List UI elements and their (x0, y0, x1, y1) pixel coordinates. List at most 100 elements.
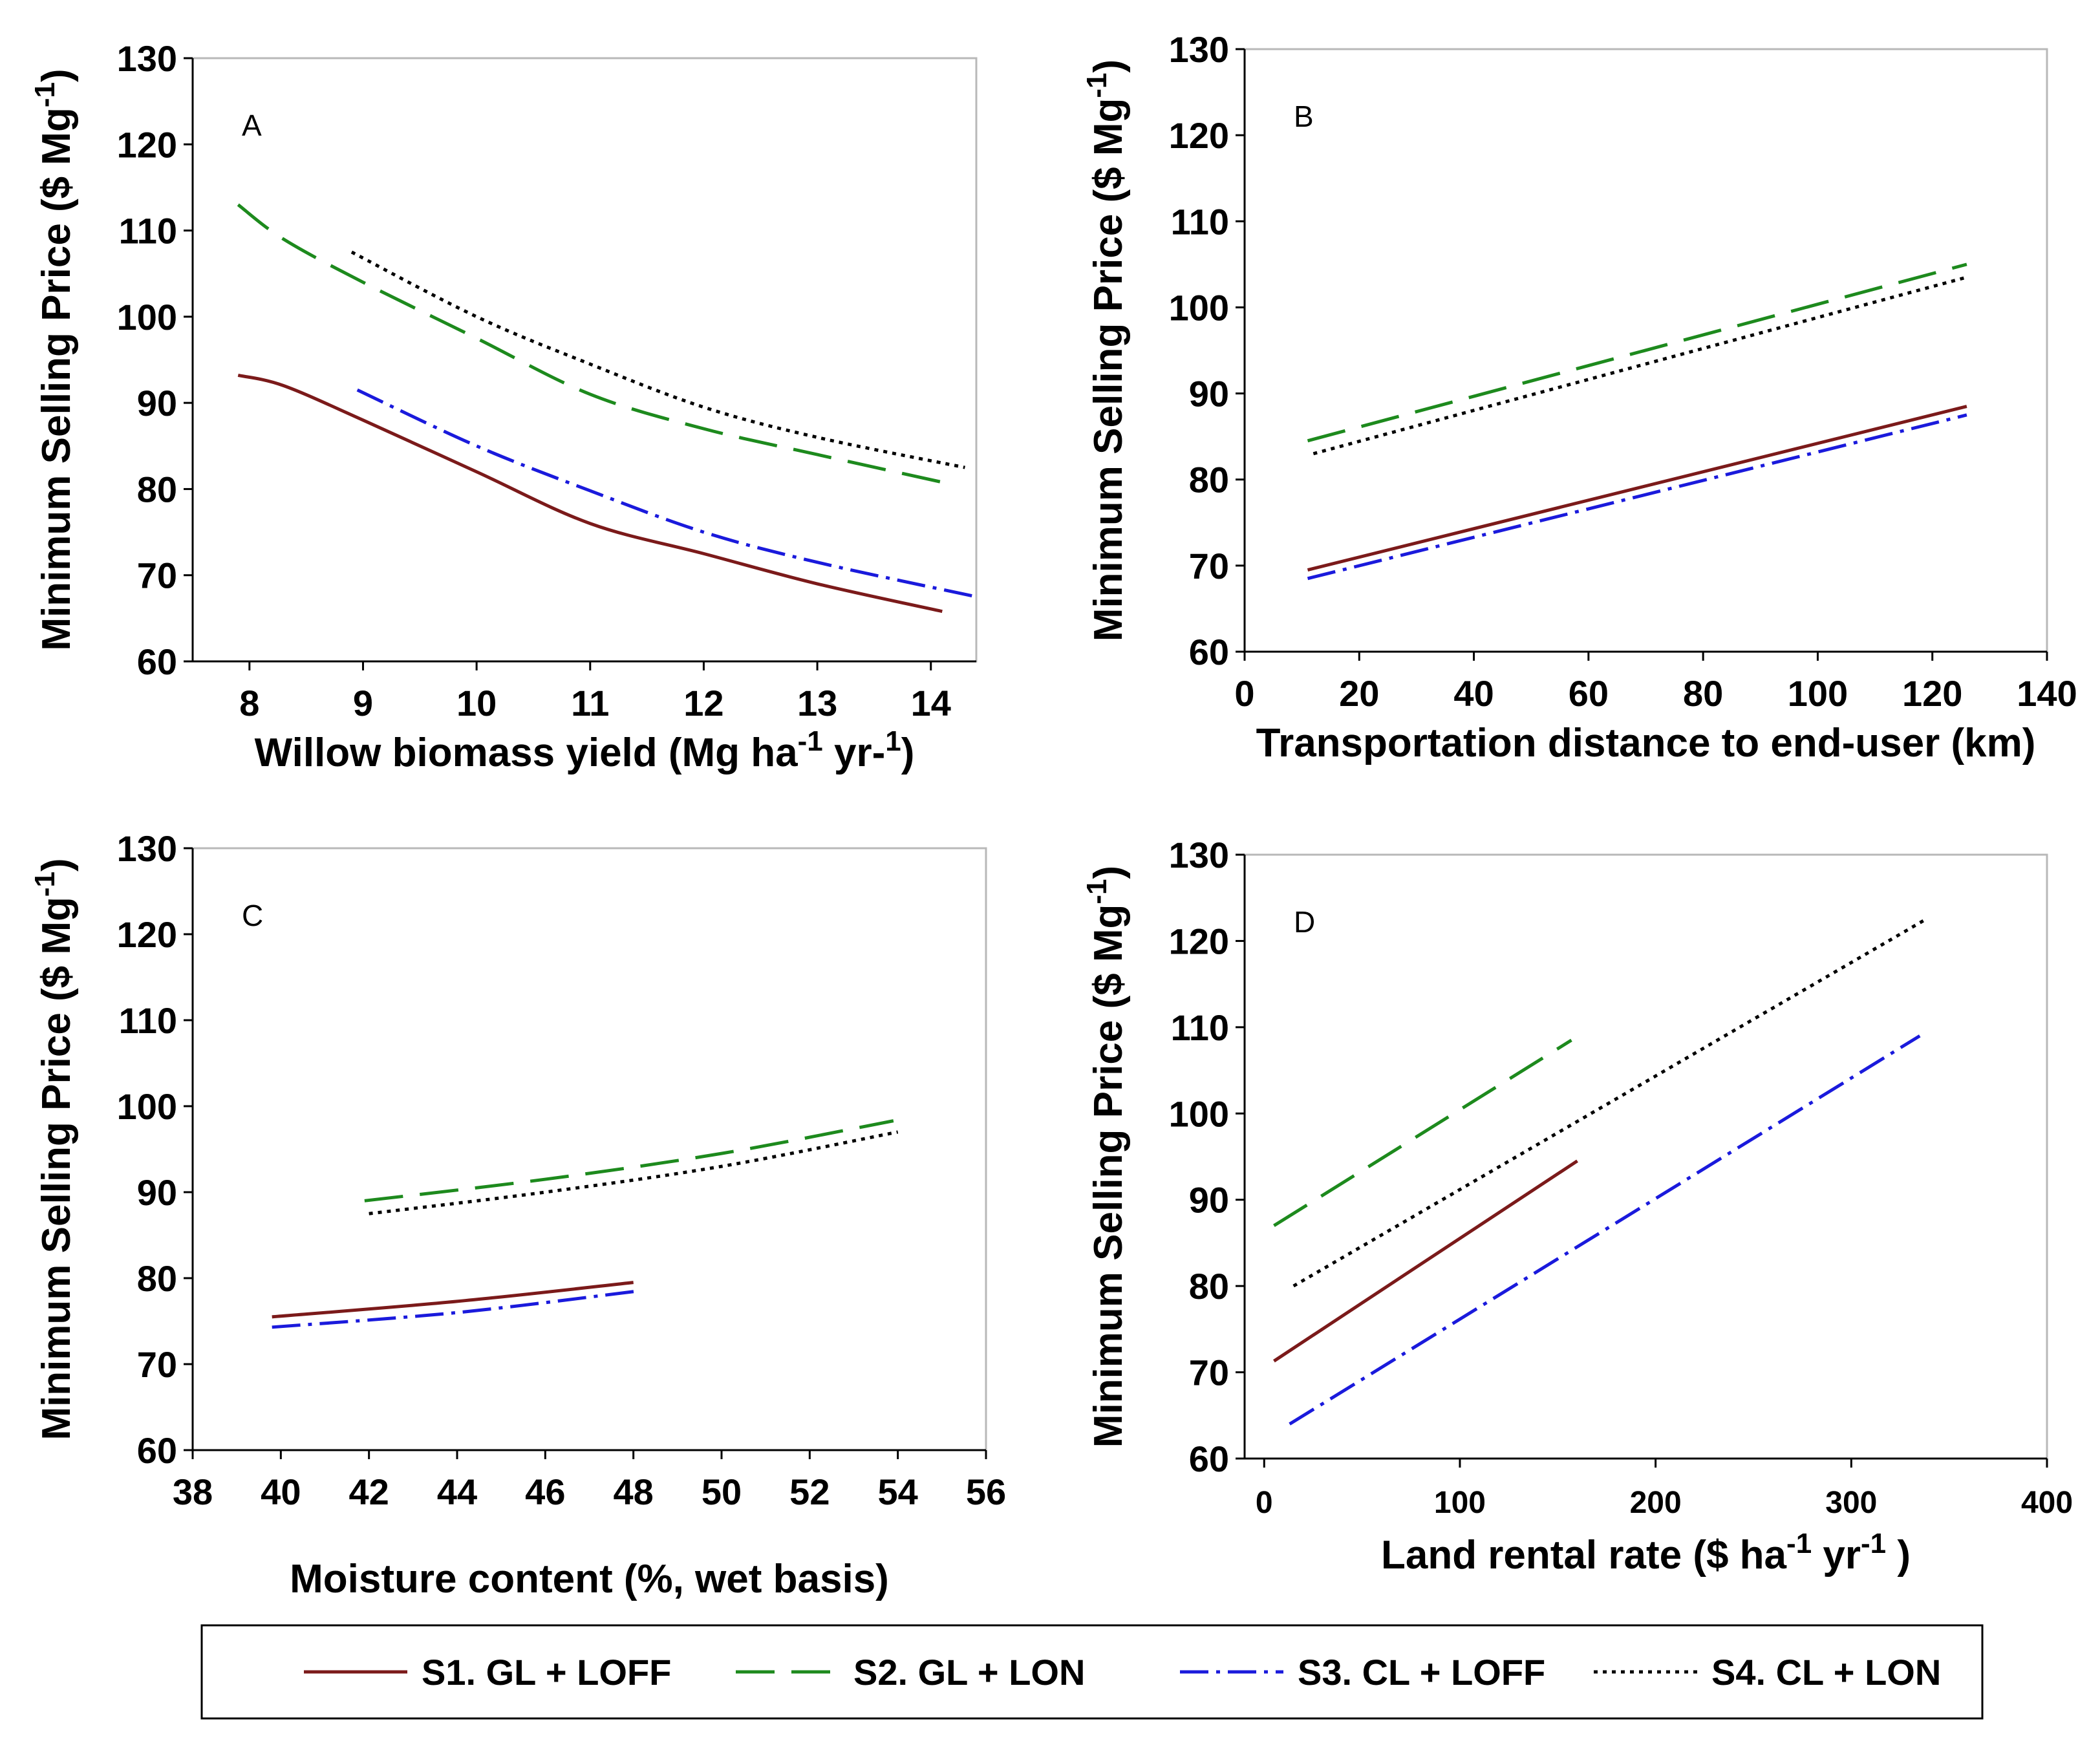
x-tick-label: 20 (1339, 673, 1379, 714)
x-axis-label: Land rental rate ($ ha-1 yr-1 ) (1381, 1528, 1911, 1577)
y-tick-label: 120 (117, 914, 177, 955)
x-tick-label: 100 (1788, 673, 1848, 714)
legend: S1. GL + LOFF S2. GL + LON S3. CL + LOFF S4… (200, 1624, 1984, 1720)
x-tick-label: 56 (966, 1471, 1006, 1512)
y-tick-label: 110 (1171, 201, 1229, 242)
legend-label-s4: S4. CL + LON (1711, 1652, 1941, 1693)
x-axis-label: Transportation distance to end-user (km) (1256, 721, 2036, 765)
x-tick-label: 8 (239, 683, 259, 723)
x-tick-label: 50 (702, 1471, 742, 1512)
x-tick-label: 40 (261, 1471, 301, 1512)
y-tick-label: 80 (1189, 1266, 1229, 1307)
series-line-s4 (369, 1130, 899, 1215)
y-tick-label: 70 (1189, 1353, 1229, 1393)
x-tick-label: 0 (1234, 673, 1254, 714)
series-line-s1 (237, 374, 943, 614)
y-tick-label: 130 (117, 38, 177, 79)
y-tick-label: 100 (117, 297, 177, 337)
y-tick-label: 90 (137, 1172, 177, 1213)
x-tick-label: 100 (1434, 1486, 1486, 1520)
y-tick-label: 60 (1189, 1438, 1229, 1479)
plot-frame (1243, 853, 2048, 1460)
x-axis-label: Willow biomass yield (Mg ha-1 yr-1) (255, 725, 915, 775)
y-tick-label: 80 (1189, 460, 1229, 500)
y-tick-label: 80 (137, 469, 177, 509)
y-tick-label: 60 (137, 1430, 177, 1471)
y-tick-label: 90 (137, 383, 177, 423)
x-tick-label: 120 (1902, 673, 1962, 714)
y-tick-label: 70 (137, 555, 177, 596)
x-tick-label: 60 (1569, 673, 1609, 714)
y-tick-label: 130 (117, 828, 177, 869)
panel-c-chart: 60 70 80 90 100 110 120 130 38 40 42 44 46 48 50 52 54 56… (29, 828, 1006, 1601)
y-tick-label: 120 (117, 124, 177, 165)
series-line-s2 (364, 1119, 894, 1203)
panel-letter: C (242, 899, 263, 932)
x-tick-label: 400 (2021, 1486, 2073, 1520)
x-tick-label: 200 (1630, 1486, 1682, 1520)
panel-b-chart: 60 70 80 90 100 110 120 130 0 20 40 60 80 100 120 140 B T… (1081, 29, 2077, 765)
y-axis-label: Minimum Selling Price ($ Mg-1) (29, 858, 79, 1440)
y-tick-label: 100 (1169, 287, 1229, 328)
x-tick-label: 42 (349, 1471, 389, 1512)
plot-frame (191, 847, 987, 1451)
x-tick-label: 44 (437, 1471, 477, 1512)
y-tick-label: 90 (1189, 1180, 1229, 1221)
series-line-s2 (237, 203, 954, 487)
x-tick-label: 9 (353, 683, 373, 723)
x-tick-label: 52 (789, 1471, 830, 1512)
y-tick-label: 100 (1169, 1093, 1229, 1134)
x-tick-label: 38 (173, 1471, 213, 1512)
x-tick-label: 300 (1825, 1486, 1877, 1520)
x-tick-label: 11 (571, 683, 609, 723)
y-tick-label: 70 (137, 1344, 177, 1385)
y-axis-label: Minimum Selling Price ($ Mg-1) (1081, 59, 1131, 641)
series-line-s4 (1292, 917, 1927, 1288)
x-tick-label: 13 (797, 683, 837, 723)
y-tick-label: 70 (1189, 546, 1229, 586)
y-axis-label: Minimum Selling Price ($ Mg-1) (1081, 866, 1131, 1448)
x-tick-label: 80 (1683, 673, 1723, 714)
x-axis-label: Moisture content (%, wet basis) (290, 1557, 889, 1601)
x-tick-label: 0 (1256, 1486, 1273, 1520)
series-line-s3 (272, 1289, 638, 1329)
x-tick-label: 14 (911, 683, 951, 723)
panel-letter: D (1294, 905, 1315, 939)
y-tick-label: 110 (119, 211, 177, 251)
y-axis-label: Minimum Selling Price ($ Mg-1) (29, 69, 79, 650)
legend-label-s1: S1. GL + LOFF (422, 1652, 671, 1693)
y-tick-label: 120 (1169, 115, 1229, 156)
y-tick-label: 60 (137, 641, 177, 682)
panel-d-chart: 60 70 80 90 100 110 120 130 0 100 200 300 400 D Land r… (1081, 835, 2073, 1577)
y-tick-label: 110 (119, 1000, 177, 1041)
x-tick-label: 54 (878, 1471, 918, 1512)
legend-label-s2: S2. GL + LON (853, 1652, 1085, 1693)
series-line-s3 (1289, 1034, 1921, 1426)
y-tick-label: 130 (1169, 835, 1229, 875)
y-tick-label: 90 (1189, 374, 1229, 414)
panel-a-chart: 60 70 80 90 100 110 120 130 8 9 10 11 12 13 14 A Willow … (29, 38, 978, 775)
y-tick-label: 80 (137, 1258, 177, 1299)
series-line-s3 (356, 388, 977, 599)
x-tick-label: 140 (2017, 673, 2077, 714)
series-line-s1 (1273, 1159, 1578, 1363)
series-line-s4 (350, 250, 965, 469)
series-line-s2 (1273, 1038, 1572, 1227)
series-line-s2 (1307, 262, 1967, 443)
series-line-s4 (1312, 275, 1967, 456)
x-tick-label: 40 (1453, 673, 1494, 714)
series-line-s3 (1307, 413, 1967, 581)
y-tick-label: 100 (117, 1086, 177, 1127)
x-tick-label: 46 (525, 1471, 565, 1512)
y-tick-label: 110 (1171, 1007, 1229, 1048)
y-tick-label: 120 (1169, 921, 1229, 961)
panel-letter: B (1294, 100, 1314, 133)
y-tick-label: 60 (1189, 632, 1229, 672)
series-line-s1 (1307, 405, 1967, 572)
panel-letter: A (242, 109, 262, 142)
x-tick-label: 10 (456, 683, 497, 723)
x-tick-label: 48 (614, 1471, 654, 1512)
x-tick-label: 12 (683, 683, 723, 723)
series-line-s1 (272, 1281, 634, 1319)
